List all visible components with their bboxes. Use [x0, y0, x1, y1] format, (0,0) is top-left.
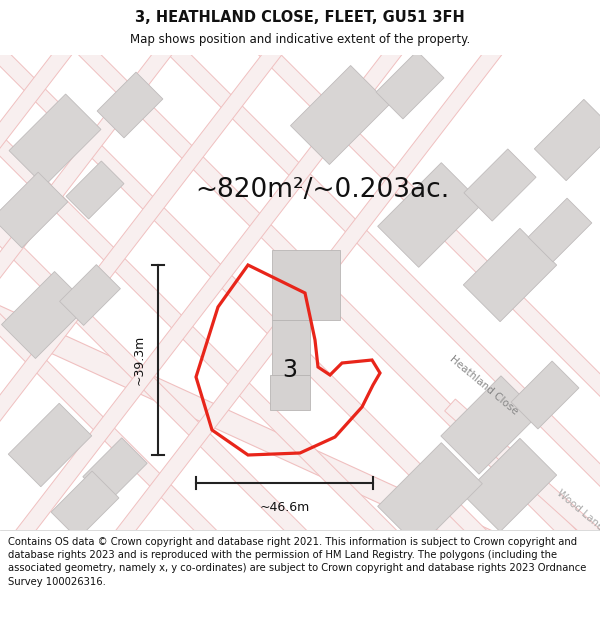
Text: ~46.6m: ~46.6m [259, 501, 310, 514]
Polygon shape [464, 149, 536, 221]
Polygon shape [0, 0, 236, 561]
Polygon shape [377, 162, 482, 268]
Polygon shape [0, 0, 326, 561]
Polygon shape [441, 376, 539, 474]
Polygon shape [0, 0, 106, 625]
Polygon shape [376, 51, 444, 119]
Polygon shape [34, 0, 596, 561]
Polygon shape [97, 72, 163, 138]
Polygon shape [83, 438, 147, 502]
Polygon shape [124, 0, 600, 561]
Polygon shape [51, 471, 119, 539]
Polygon shape [8, 403, 92, 487]
Polygon shape [272, 320, 310, 375]
Polygon shape [214, 0, 600, 561]
Polygon shape [272, 250, 340, 320]
Text: Map shows position and indicative extent of the property.: Map shows position and indicative extent… [130, 32, 470, 46]
Polygon shape [23, 0, 536, 625]
Text: ~820m²/~0.203ac.: ~820m²/~0.203ac. [195, 177, 449, 203]
Polygon shape [511, 361, 579, 429]
Polygon shape [270, 375, 310, 410]
Polygon shape [528, 198, 592, 262]
Polygon shape [2, 271, 88, 359]
Polygon shape [463, 438, 557, 532]
Polygon shape [445, 399, 600, 591]
Polygon shape [0, 0, 416, 561]
Polygon shape [535, 99, 600, 181]
Polygon shape [463, 228, 557, 322]
Polygon shape [9, 94, 101, 186]
Text: 3: 3 [283, 358, 298, 382]
Text: Contains OS data © Crown copyright and database right 2021. This information is : Contains OS data © Crown copyright and d… [8, 537, 586, 587]
Polygon shape [290, 66, 389, 164]
Text: Wood Lane: Wood Lane [555, 488, 600, 532]
Text: ~39.3m: ~39.3m [133, 335, 146, 385]
Polygon shape [0, 0, 316, 625]
Polygon shape [377, 442, 482, 548]
Polygon shape [0, 0, 206, 625]
Polygon shape [0, 172, 68, 248]
Text: Heathland Close: Heathland Close [448, 354, 520, 416]
Polygon shape [66, 161, 124, 219]
Polygon shape [0, 0, 436, 625]
Polygon shape [0, 285, 600, 625]
Text: 3, HEATHLAND CLOSE, FLEET, GU51 3FH: 3, HEATHLAND CLOSE, FLEET, GU51 3FH [135, 9, 465, 24]
Polygon shape [0, 0, 506, 561]
Polygon shape [59, 264, 121, 326]
